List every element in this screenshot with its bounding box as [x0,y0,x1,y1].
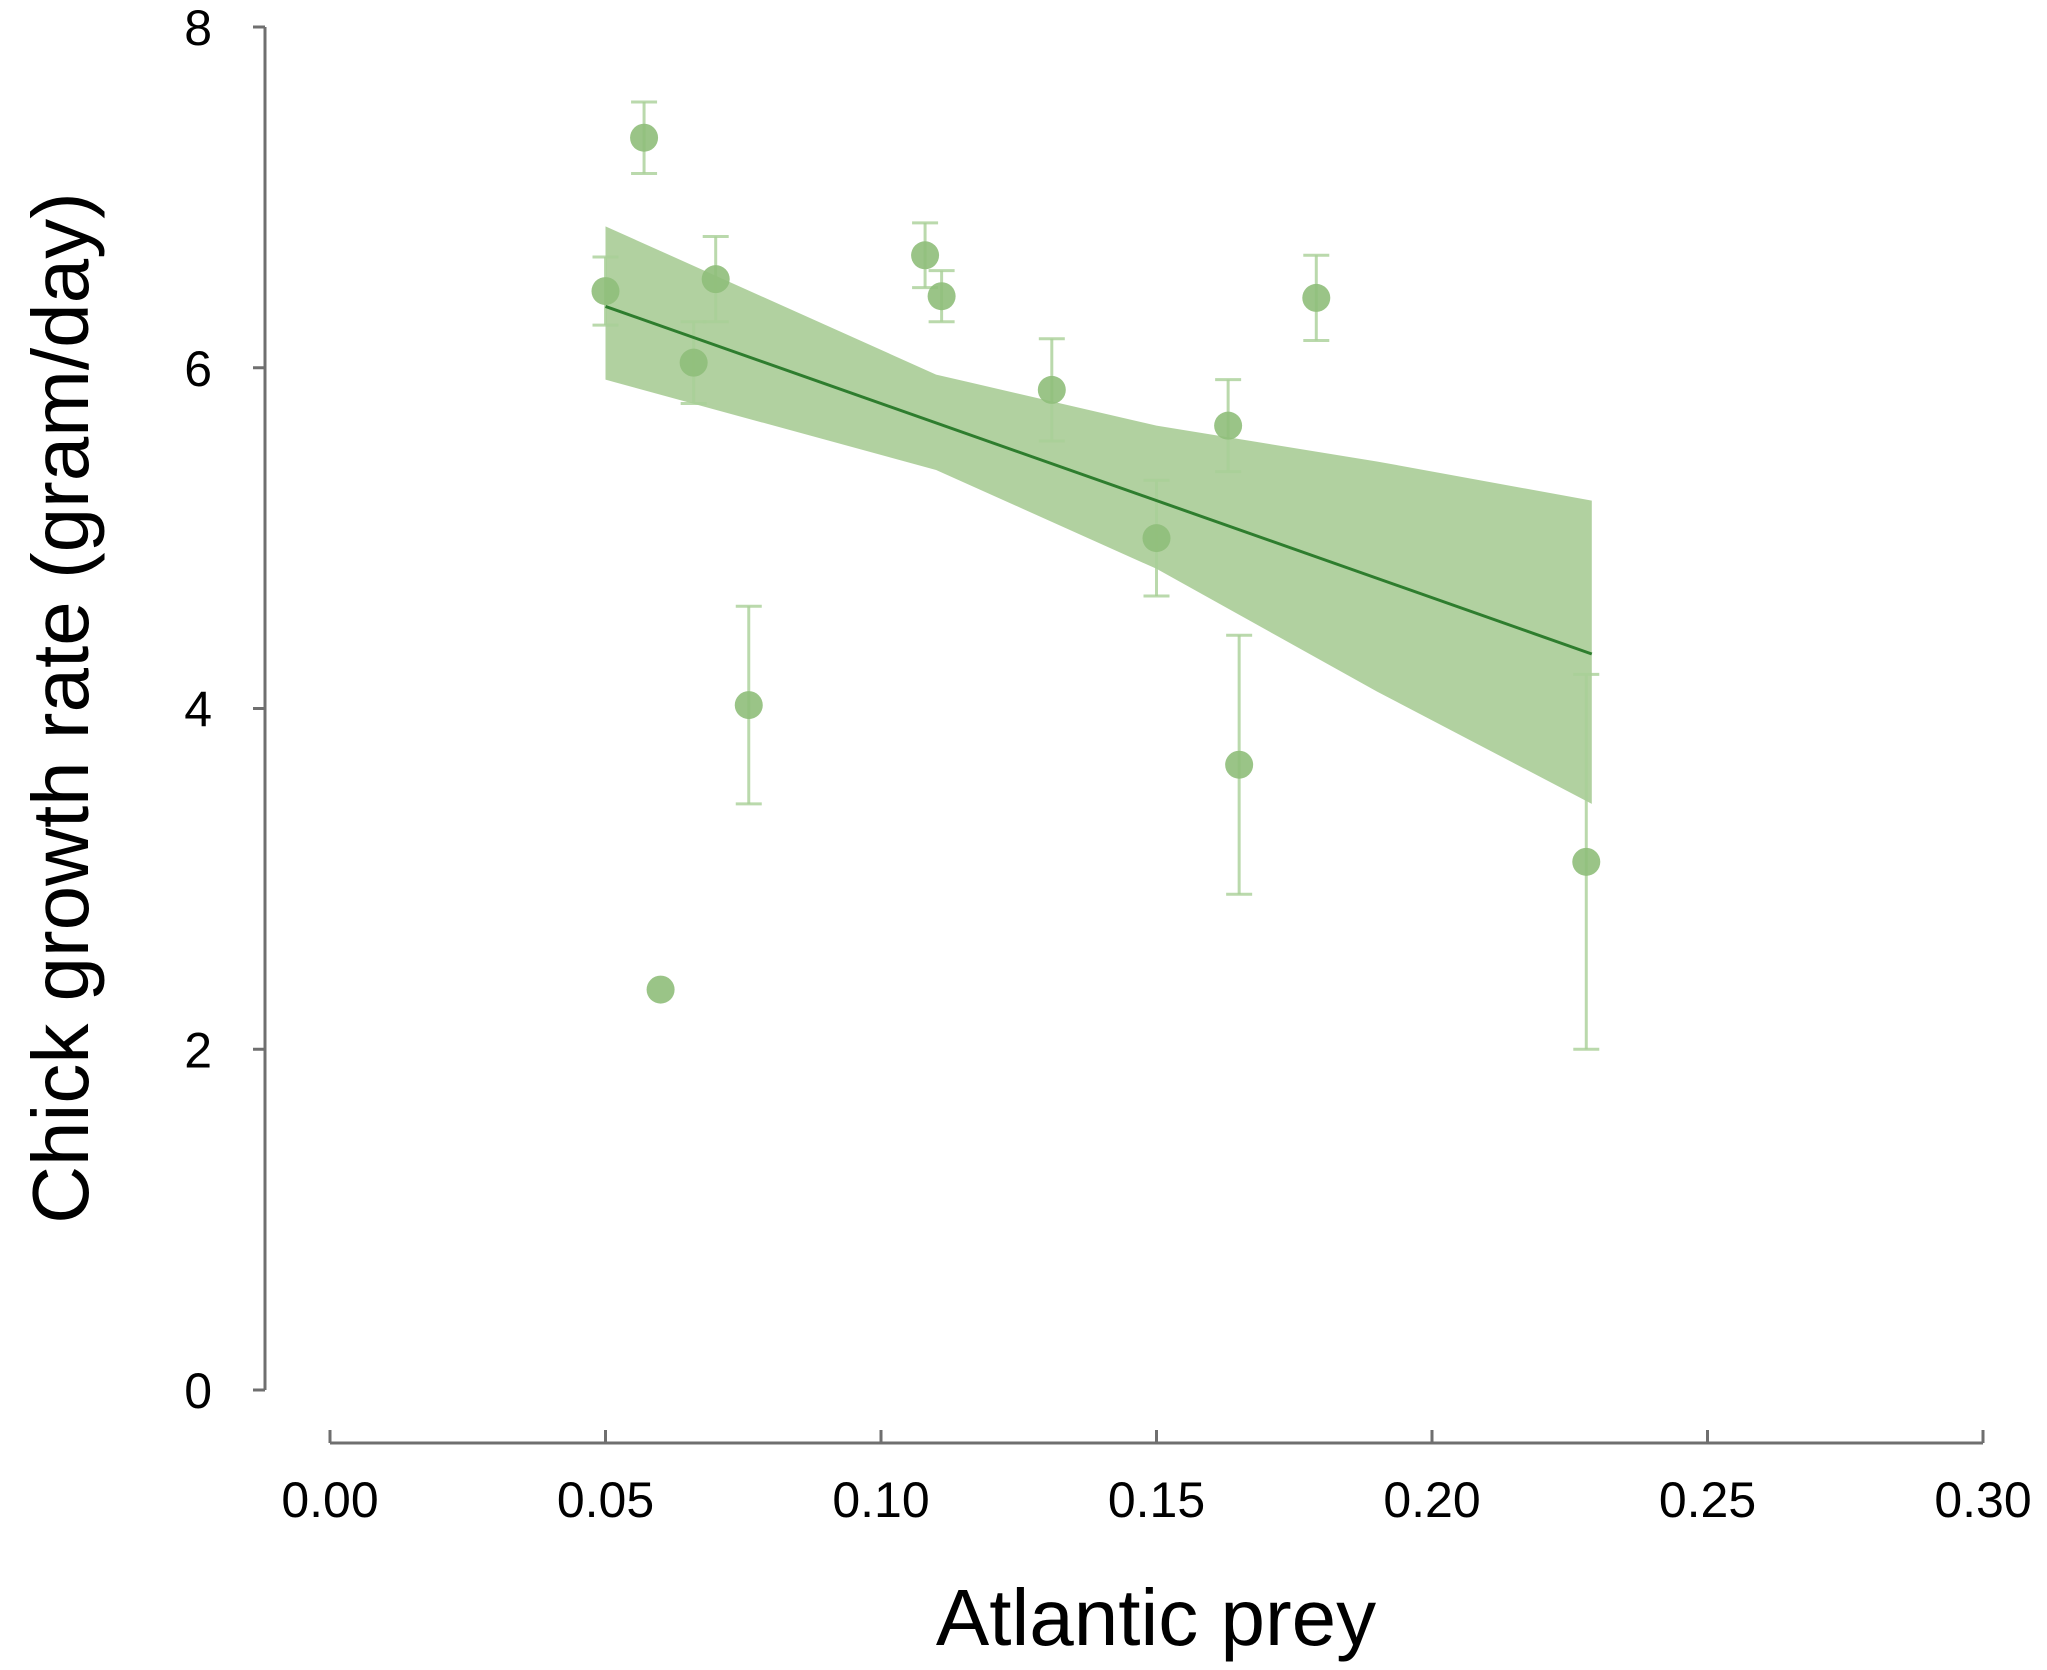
x-axis-ticks: 0.00 0.05 0.10 0.15 0.20 0.25 0.30 [281,1430,2032,1528]
y-tick-label: 2 [184,1022,212,1078]
y-axis-ticks: 0 2 4 6 8 [184,0,265,1419]
x-tick-label: 0.25 [1659,1472,1756,1528]
data-point [734,691,763,720]
data-point [1572,847,1601,876]
y-tick-label: 4 [184,682,212,738]
data-point [591,277,620,306]
data-point [1225,750,1254,779]
x-tick-label: 0.15 [1108,1472,1205,1528]
y-tick-label: 6 [184,341,212,397]
x-axis-title: Atlantic prey [936,1573,1376,1662]
fit-line [605,305,1593,656]
data-point [1214,411,1243,440]
y-tick-label: 0 [184,1363,212,1419]
data-point [630,123,659,152]
data-point [1037,375,1066,404]
x-tick-label: 0.10 [832,1472,929,1528]
x-tick-label: 0.00 [281,1472,378,1528]
y-tick-label: 8 [184,0,212,56]
x-tick-label: 0.05 [557,1472,654,1528]
data-point [1142,524,1171,553]
data-point [911,241,940,270]
x-tick-label: 0.20 [1383,1472,1480,1528]
data-point [1302,283,1331,312]
confidence-band-layer [605,226,1592,804]
fit-line-layer [605,305,1593,656]
data-point [927,282,956,311]
confidence-band [605,226,1592,804]
x-tick-label: 0.30 [1934,1472,2031,1528]
y-axis-title: Chick growth rate (gram/day) [16,192,105,1223]
point-layer [591,123,1601,1004]
data-point [701,265,730,294]
data-point [679,348,708,377]
data-point [646,975,675,1004]
